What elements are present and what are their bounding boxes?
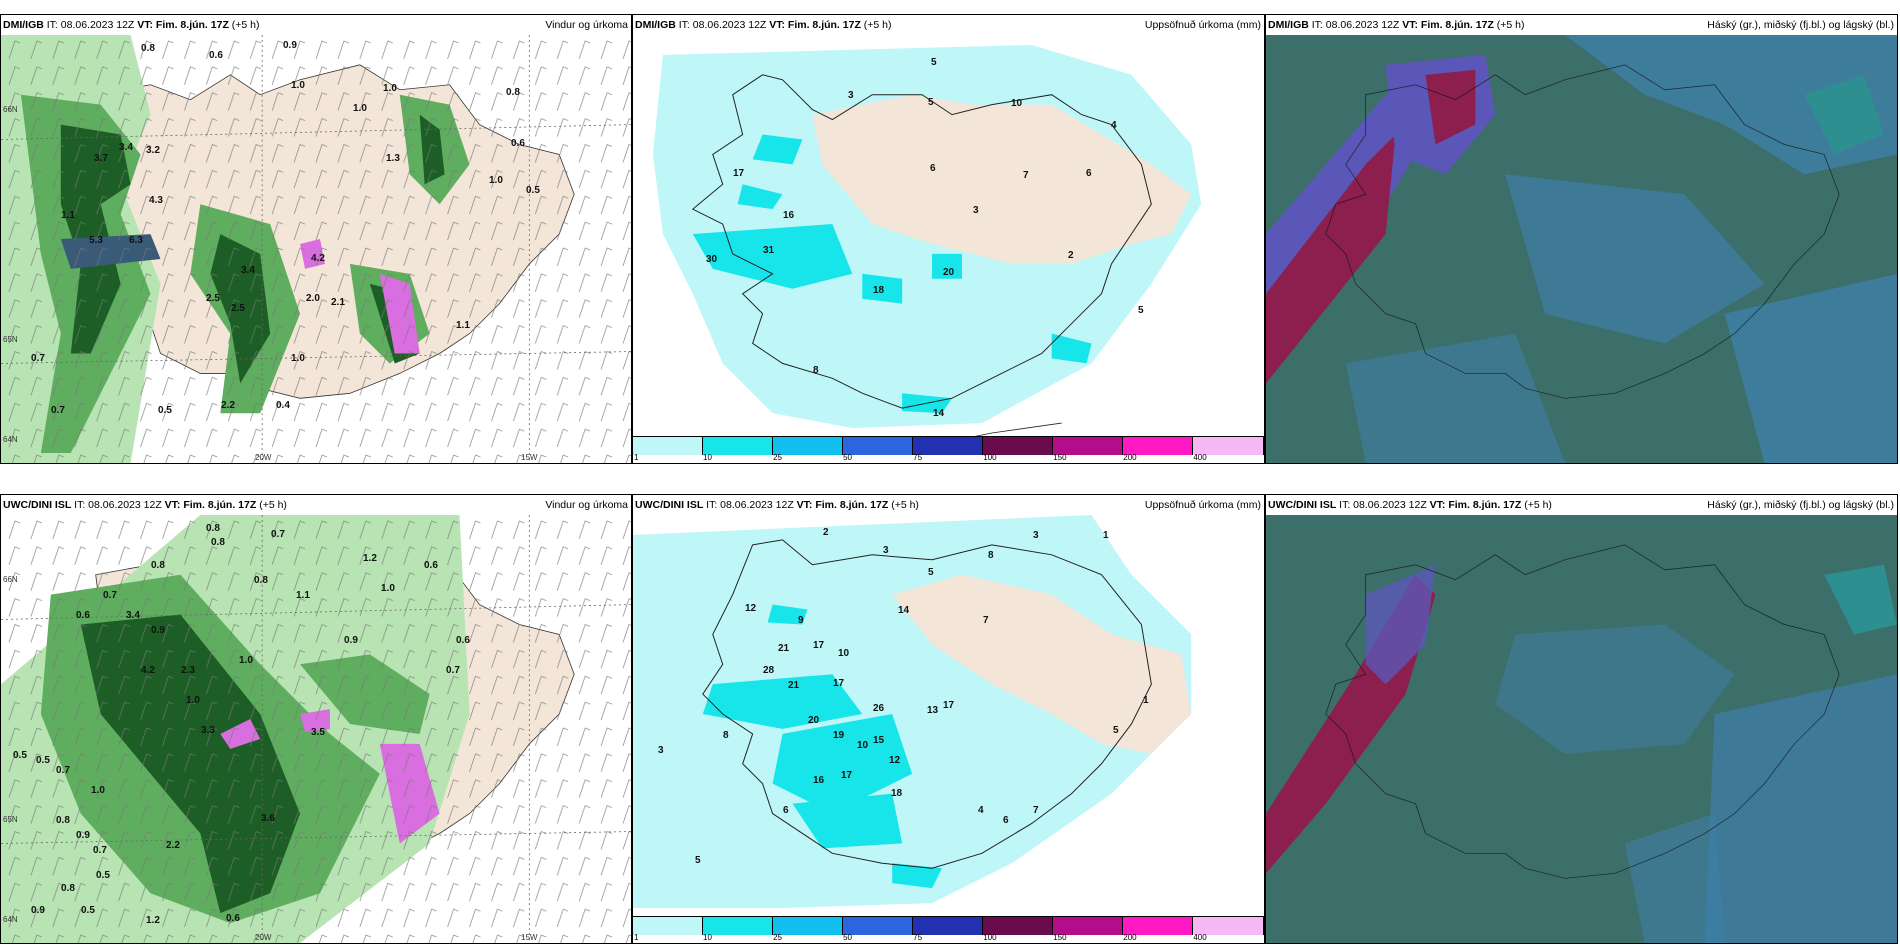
panel-product-title: Háský (gr.), miðský (fj.bl.) og lágský (… — [1707, 19, 1894, 31]
accumulated-precip-map: 2 3 5 3 8 1 12 9 14 7 17 21 28 21 17 10 … — [633, 515, 1264, 917]
cloud-cover-map — [1266, 515, 1897, 943]
colorbar-tick: 100 — [983, 933, 997, 942]
colorbar-tick: 150 — [1053, 933, 1067, 942]
colorbar-tick: 75 — [913, 453, 923, 462]
colorbar-tick: 150 — [1053, 453, 1067, 462]
colorbar-tick: 75 — [913, 933, 923, 942]
map-panel-uwc-precip[interactable]: UWC/DINI ISL IT: 08.06.2023 12Z VT: Fim.… — [632, 494, 1265, 944]
map-panel-dmi-clouds[interactable]: DMI/IGB IT: 08.06.2023 12Z VT: Fim. 8.jú… — [1265, 14, 1898, 464]
colorbar-tick: 10 — [703, 453, 712, 462]
axis-label-lat: 66N — [3, 105, 18, 114]
axis-label-lat: 65N — [3, 815, 18, 824]
colorbar-tick: 200 — [1123, 453, 1137, 462]
colorbar-tick: 200 — [1123, 933, 1137, 942]
colorbar-tick: 50 — [843, 933, 853, 942]
panel-header: DMI/IGB IT: 08.06.2023 12Z VT: Fim. 8.jú… — [1268, 19, 1525, 31]
colorbar-tick: 50 — [843, 453, 853, 462]
precip-colorbar: 1 10 25 50 75 100 150 200 400 — [633, 916, 1264, 943]
panel-product-title: Vindur og úrkoma — [545, 19, 628, 31]
axis-label-lon: 15W — [521, 933, 538, 942]
panel-header: DMI/IGB IT: 08.06.2023 12Z VT: Fim. 8.jú… — [635, 19, 892, 31]
accumulated-precip-map: 5 3 5 10 4 17 6 7 6 3 16 31 30 2 18 20 5… — [633, 35, 1264, 437]
map-panel-dmi-wind[interactable]: DMI/IGB IT: 08.06.2023 12Z VT: Fim. 8.jú… — [0, 14, 632, 464]
cloud-cover-map — [1266, 35, 1897, 463]
wind-precip-map: 20W 15W 66N 65N 64N 0.8 0.8 0.7 0.8 0.6 … — [1, 515, 631, 943]
panel-header: UWC/DINI ISL IT: 08.06.2023 12Z VT: Fim.… — [3, 499, 287, 511]
colorbar-tick: 100 — [983, 453, 997, 462]
panel-product-title: Uppsöfnuð úrkoma (mm) — [1144, 499, 1261, 511]
panel-product-title: Vindur og úrkoma — [545, 499, 628, 511]
colorbar-tick: 1 — [634, 933, 639, 942]
panel-header: UWC/DINI ISL IT: 08.06.2023 12Z VT: Fim.… — [1268, 499, 1552, 511]
wind-precip-map: 20W 15W 66N 65N 64N 0.8 0.6 0.9 1.0 1.0 … — [1, 35, 631, 463]
axis-label-lon: 15W — [521, 453, 538, 462]
axis-label-lat: 65N — [3, 335, 18, 344]
panel-header: UWC/DINI ISL IT: 08.06.2023 12Z VT: Fim.… — [635, 499, 919, 511]
colorbar-tick: 1 — [634, 453, 639, 462]
colorbar-tick: 400 — [1193, 933, 1207, 942]
colorbar-tick: 25 — [773, 933, 782, 942]
axis-label-lat: 64N — [3, 915, 18, 924]
axis-label-lon: 20W — [255, 453, 272, 462]
map-panel-uwc-wind[interactable]: UWC/DINI ISL IT: 08.06.2023 12Z VT: Fim.… — [0, 494, 632, 944]
axis-label-lat: 64N — [3, 435, 18, 444]
precip-colorbar: 1 10 25 50 75 100 150 200 400 — [633, 436, 1264, 463]
map-panel-uwc-clouds[interactable]: UWC/DINI ISL IT: 08.06.2023 12Z VT: Fim.… — [1265, 494, 1898, 944]
panel-product-title: Háský (gr.), miðský (fj.bl.) og lágský (… — [1707, 499, 1894, 511]
colorbar-tick: 25 — [773, 453, 782, 462]
colorbar-tick: 10 — [703, 933, 712, 942]
colorbar-tick: 400 — [1193, 453, 1207, 462]
axis-label-lon: 20W — [255, 933, 272, 942]
panel-product-title: Uppsöfnuð úrkoma (mm) — [1144, 19, 1261, 31]
map-panel-dmi-precip[interactable]: DMI/IGB IT: 08.06.2023 12Z VT: Fim. 8.jú… — [632, 14, 1265, 464]
panel-header: DMI/IGB IT: 08.06.2023 12Z VT: Fim. 8.jú… — [3, 19, 260, 31]
axis-label-lat: 66N — [3, 575, 18, 584]
